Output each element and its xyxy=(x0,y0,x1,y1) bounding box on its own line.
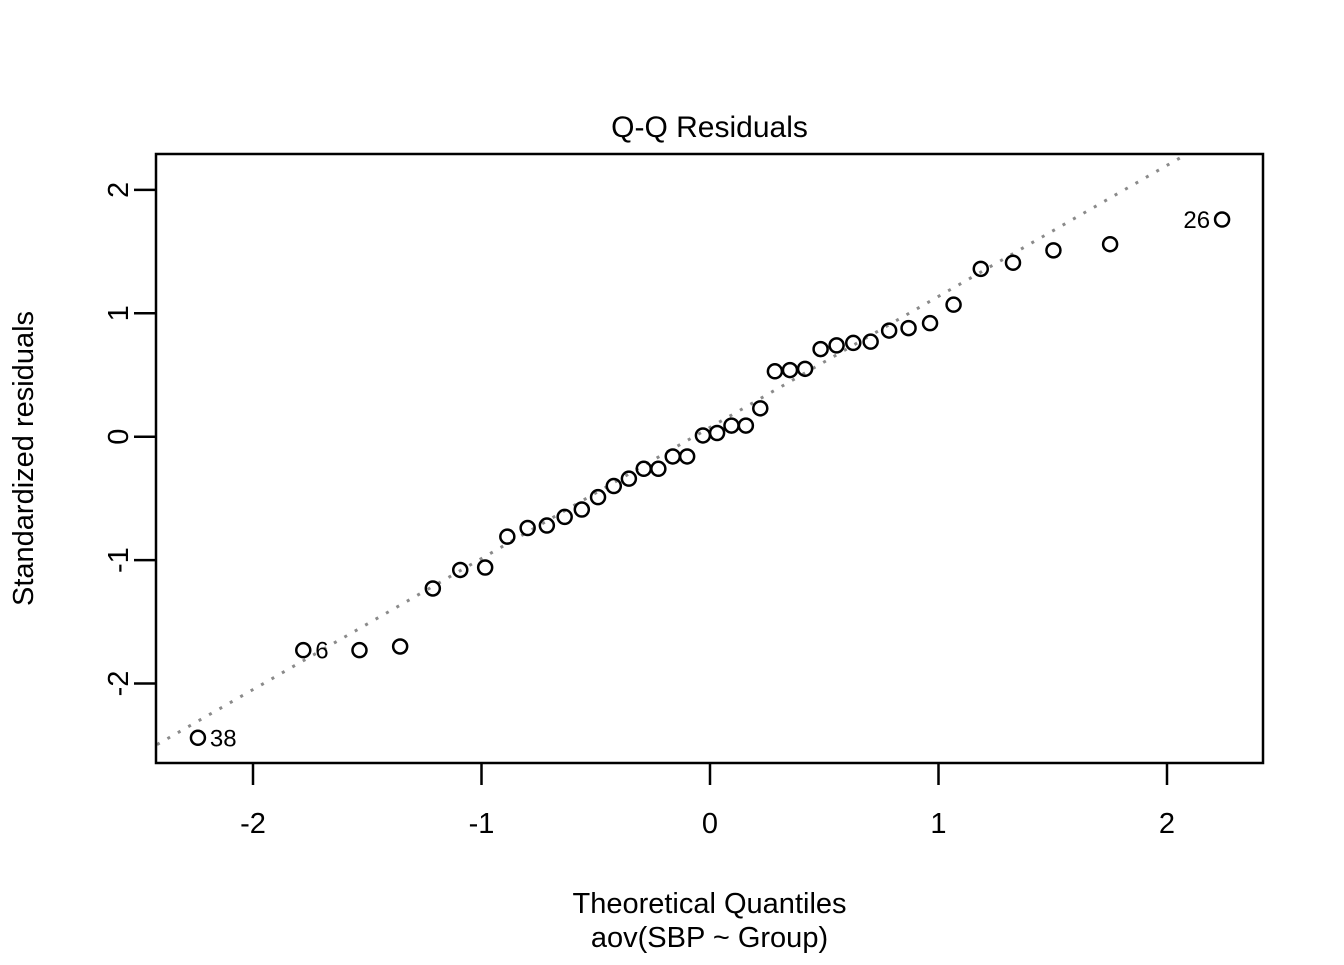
data-point xyxy=(972,260,990,278)
chart-title: Q-Q Residuals xyxy=(611,111,808,144)
data-point xyxy=(781,361,799,379)
plot-box-layer xyxy=(154,152,1265,765)
data-point xyxy=(295,641,312,659)
data-point xyxy=(664,448,682,465)
x-tick-label: 2 xyxy=(1159,808,1175,840)
y-tick-label: 0 xyxy=(103,429,135,445)
data-point xyxy=(694,427,712,444)
data-point xyxy=(862,333,879,350)
y-axis-label: Standardized residuals xyxy=(8,311,40,606)
data-point xyxy=(1004,254,1022,271)
y-tick-label: 1 xyxy=(103,305,135,321)
x-tick-label: -1 xyxy=(469,808,495,840)
data-point xyxy=(605,477,623,495)
y-tick-label: -1 xyxy=(103,547,135,573)
data-point xyxy=(499,528,516,545)
axis-ticks-layer: -2 -1 0 1 2 -2 -1 0 1 2 xyxy=(103,182,1175,840)
point-id-labels-layer: 38 6 26 xyxy=(210,207,1210,752)
data-points-layer xyxy=(189,211,1231,747)
data-point xyxy=(796,360,814,378)
data-point xyxy=(752,400,769,417)
data-point xyxy=(451,561,469,579)
plot-border xyxy=(154,152,1265,765)
data-point xyxy=(519,519,536,537)
data-point xyxy=(766,363,784,380)
data-point xyxy=(538,517,556,534)
data-point xyxy=(424,580,442,597)
point-id-label: 6 xyxy=(315,638,328,665)
x-tick-label: 0 xyxy=(702,808,718,840)
data-point xyxy=(900,319,917,337)
data-point xyxy=(921,314,939,332)
data-point xyxy=(1045,242,1062,259)
data-point xyxy=(880,322,898,339)
data-point xyxy=(1213,211,1231,228)
data-point xyxy=(620,470,638,487)
x-axis-label: Theoretical Quantiles xyxy=(572,888,846,920)
data-point xyxy=(573,501,591,518)
data-point xyxy=(476,559,494,576)
point-id-label: 26 xyxy=(1183,207,1210,234)
data-point xyxy=(189,729,207,747)
y-tick-label: 2 xyxy=(103,182,135,198)
data-point xyxy=(391,638,409,655)
chart-sub-caption: aov(SBP ~ Group) xyxy=(591,922,828,954)
data-point xyxy=(945,296,962,313)
data-point xyxy=(737,417,755,434)
x-tick-label: 1 xyxy=(930,808,946,840)
data-point xyxy=(845,334,862,352)
data-point xyxy=(723,417,740,434)
y-tick-label: -2 xyxy=(103,671,135,697)
point-id-label: 38 xyxy=(210,725,237,752)
x-tick-label: -2 xyxy=(240,808,266,840)
data-point xyxy=(556,508,573,526)
data-point xyxy=(828,337,845,354)
data-point xyxy=(678,448,696,465)
data-point xyxy=(589,488,607,506)
data-point xyxy=(708,424,726,442)
data-point xyxy=(812,340,829,358)
data-point xyxy=(635,460,652,478)
data-point xyxy=(351,641,368,659)
data-point xyxy=(1101,235,1119,253)
data-point xyxy=(650,460,667,478)
